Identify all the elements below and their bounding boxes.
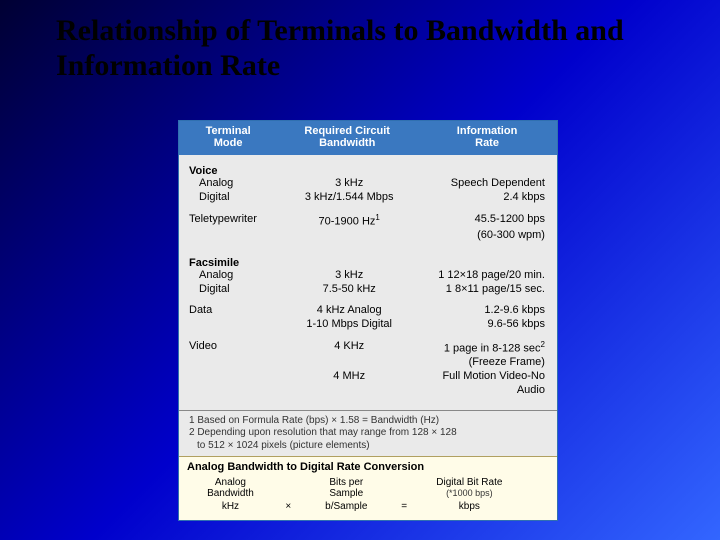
- cell-bw: 1-10 Mbps Digital: [283, 318, 416, 332]
- row-data-2: 1-10 Mbps Digital 9.6-56 kbps: [189, 318, 549, 332]
- group-fax: Facsimile: [189, 257, 549, 269]
- cell-bw: 70-1900 Hz1: [283, 213, 416, 229]
- cell-bw: 4 MHz: [283, 370, 416, 398]
- row-voice-analog: Analog 3 kHz Speech Dependent: [189, 177, 549, 191]
- cell-bw: 3 kHz: [283, 269, 416, 283]
- cell-mode: Teletypewriter: [189, 213, 283, 229]
- cell-bw: 4 kHz Analog: [283, 304, 416, 318]
- hdr-bandwidth: Required Circuit Bandwidth: [277, 125, 417, 149]
- cell-mode: Analog: [189, 177, 283, 191]
- bandwidth-table: Terminal Mode Required Circuit Bandwidth…: [178, 120, 558, 521]
- cell-rate: Speech Dependent: [416, 177, 549, 191]
- cell-rate: 9.6-56 kbps: [416, 318, 549, 332]
- conversion-title: Analog Bandwidth to Digital Rate Convers…: [187, 461, 549, 473]
- row-data-1: Data 4 kHz Analog 1.2-9.6 kbps: [189, 304, 549, 318]
- row-tty-2: (60-300 wpm): [189, 229, 549, 243]
- row-video-1b: (Freeze Frame): [189, 356, 549, 370]
- cell-mode: Digital: [189, 283, 283, 297]
- footnote-1: 1 Based on Formula Rate (bps) × 1.58 = B…: [189, 415, 547, 428]
- cell-rate: 1 12×18 page/20 min.: [416, 269, 549, 283]
- cell-rate: 1.2-9.6 kbps: [416, 304, 549, 318]
- cell-rate: 1 page in 8-128 sec2: [416, 340, 549, 356]
- conv-h1: Analog Bandwidth: [187, 477, 274, 499]
- slide-title: Relationship of Terminals to Bandwidth a…: [56, 14, 690, 83]
- conversion-box: Analog Bandwidth to Digital Rate Convers…: [179, 456, 557, 520]
- conv-op2: =: [390, 499, 419, 512]
- cell-mode: Digital: [189, 191, 283, 205]
- cell-rate: 45.5-1200 bps: [416, 213, 549, 229]
- cell-rate: 2.4 kbps: [416, 191, 549, 205]
- cell-rate: 1 8×11 page/15 sec.: [416, 283, 549, 297]
- conv-op1: ×: [274, 499, 303, 512]
- cell-rate-sub: (60-300 wpm): [416, 229, 549, 243]
- row-voice-digital: Digital 3 kHz/1.544 Mbps 2.4 kbps: [189, 191, 549, 205]
- hdr-info-rate: Information Rate: [417, 125, 557, 149]
- group-voice: Voice: [189, 165, 549, 177]
- conv-v2: b/Sample: [303, 499, 390, 512]
- row-video-1: Video 4 KHz 1 page in 8-128 sec2: [189, 340, 549, 356]
- footnote-2a: 2 Depending upon resolution that may ran…: [189, 427, 547, 440]
- cell-bw: 7.5-50 kHz: [283, 283, 416, 297]
- cell-mode: Data: [189, 304, 283, 318]
- footnote-2b: to 512 × 1024 pixels (picture elements): [189, 440, 547, 453]
- cell-mode: Analog: [189, 269, 283, 283]
- conversion-grid: Analog Bandwidth Bits per Sample Digital…: [187, 477, 549, 512]
- table-header: Terminal Mode Required Circuit Bandwidth…: [179, 121, 557, 155]
- table-body: Voice Analog 3 kHz Speech Dependent Digi…: [179, 155, 557, 409]
- cell-bw: 3 kHz: [283, 177, 416, 191]
- conv-h3: Digital Bit Rate(*1000 bps): [419, 477, 520, 499]
- row-video-2: 4 MHz Full Motion Video-No Audio: [189, 370, 549, 398]
- cell-rate-sub: (Freeze Frame): [416, 356, 549, 370]
- cell-bw: 3 kHz/1.544 Mbps: [283, 191, 416, 205]
- conv-h2: Bits per Sample: [303, 477, 390, 499]
- row-fax-digital: Digital 7.5-50 kHz 1 8×11 page/15 sec.: [189, 283, 549, 297]
- row-fax-analog: Analog 3 kHz 1 12×18 page/20 min.: [189, 269, 549, 283]
- footnotes: 1 Based on Formula Rate (bps) × 1.58 = B…: [179, 410, 557, 457]
- conv-v3: kbps: [419, 499, 520, 512]
- conv-v1: kHz: [187, 499, 274, 512]
- hdr-terminal-mode: Terminal Mode: [179, 125, 277, 149]
- row-tty: Teletypewriter 70-1900 Hz1 45.5-1200 bps: [189, 213, 549, 229]
- cell-rate: Full Motion Video-No Audio: [416, 370, 549, 398]
- cell-bw: 4 KHz: [283, 340, 416, 356]
- cell-mode: Video: [189, 340, 283, 356]
